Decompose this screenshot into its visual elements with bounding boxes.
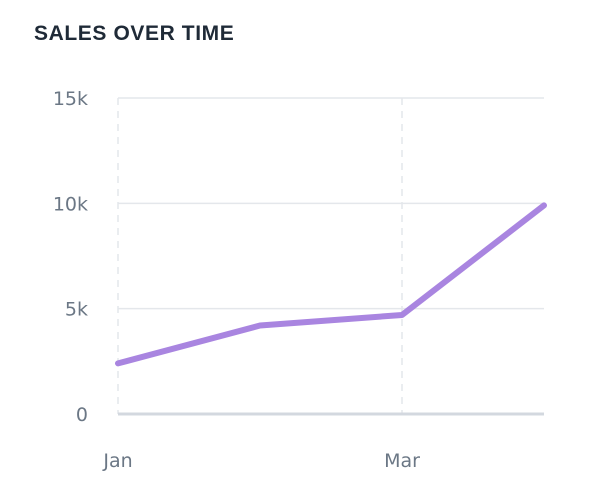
y-tick-label: 0 xyxy=(76,404,88,426)
x-tick-label: Mar xyxy=(384,450,420,472)
tick-labels: 0 5k 10k 15k Jan Mar xyxy=(53,88,420,472)
y-tick-label: 15k xyxy=(53,88,88,110)
y-tick-label: 10k xyxy=(53,193,88,215)
series-line xyxy=(115,202,547,367)
chart-title: SALES OVER TIME xyxy=(34,22,235,45)
x-tick-label: Jan xyxy=(102,450,132,472)
y-tick-label: 5k xyxy=(65,299,88,321)
series xyxy=(115,202,547,367)
